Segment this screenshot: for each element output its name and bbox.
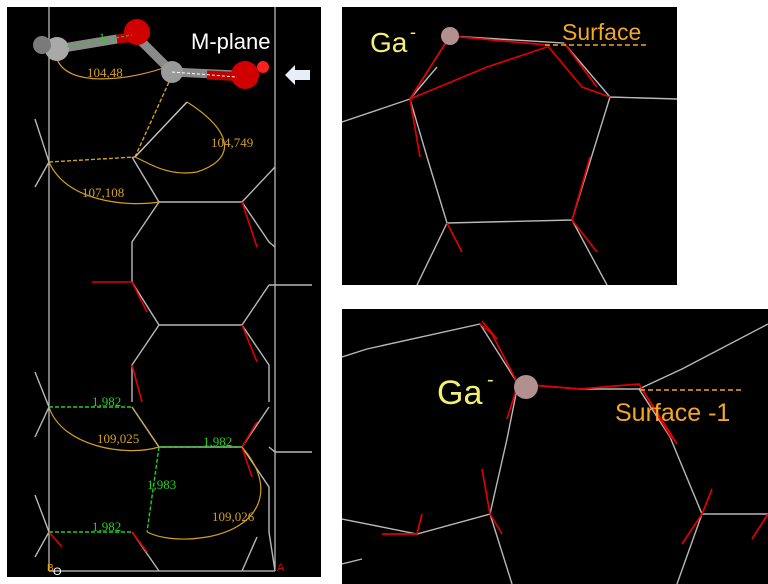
lattice-bonds-gray: [342, 35, 677, 285]
distance-label: 1,982: [203, 434, 232, 449]
surface-structure-panel: Ga - Surface: [342, 7, 677, 285]
angle-label: 109,026: [212, 509, 255, 524]
angle-label: 104,48: [87, 65, 123, 80]
ga-label: Ga: [370, 27, 408, 58]
distance-label: 1,: [99, 30, 108, 44]
ga-label: Ga: [437, 374, 482, 412]
m-plane-structure-panel: M-plane 104,48 104,749 107,108 109,025 1…: [7, 7, 321, 577]
ga-atom: [514, 375, 538, 399]
distance-label: 1,982: [92, 394, 121, 409]
distance-label: 1,982: [92, 519, 121, 534]
surface-structure-svg: Ga - Surface: [342, 19, 677, 285]
surface-bonds: [48, 81, 242, 533]
unit-cell-box: [48, 7, 276, 572]
axis-b-label: B: [47, 563, 54, 574]
angle-arcs: [48, 58, 262, 540]
m-plane-structure-svg: M-plane 104,48 104,749 107,108 109,025 1…: [33, 7, 312, 577]
angle-label: 109,025: [97, 431, 139, 446]
surface-minus-one-panel: Ga - Surface -1: [342, 309, 768, 584]
ga-charge: -: [410, 22, 416, 42]
distance-label: 1,983: [147, 477, 176, 492]
lattice-bonds-gray: [34, 118, 312, 572]
axis-a-label: A: [277, 562, 285, 574]
m-plane-label: M-plane: [191, 29, 270, 54]
angle-label: 104,749: [211, 135, 253, 150]
axis-o-label: O: [53, 566, 62, 577]
ga-charge: -: [487, 369, 494, 391]
lattice-bonds-red: [48, 201, 258, 553]
surface-molecule: [33, 19, 269, 89]
lattice-bonds-gray: [342, 323, 768, 584]
lattice-bonds-red: [409, 35, 611, 253]
surface-label: Surface -1: [615, 399, 730, 427]
surface-minus-one-svg: Ga - Surface -1: [342, 320, 768, 584]
ga-atom: [441, 27, 459, 45]
surface-label: Surface: [562, 19, 641, 45]
left-arrow-icon: [285, 65, 310, 85]
angle-label: 107,108: [82, 185, 124, 200]
